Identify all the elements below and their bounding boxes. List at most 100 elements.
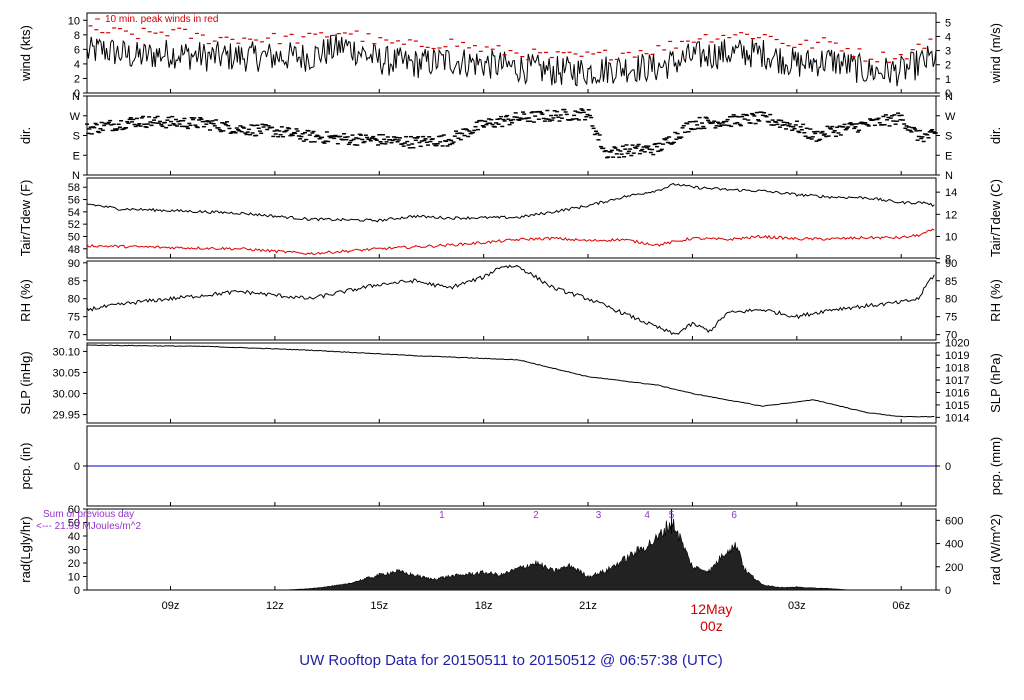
rh-ytick-label-left: 80 xyxy=(68,294,80,306)
rh-ytick-label-left: 85 xyxy=(68,276,80,288)
pcp-ylabel-left: pcp. (in) xyxy=(18,443,33,490)
rh-ytick-label-left: 70 xyxy=(68,330,80,342)
rad-ylabel-left: rad(Lgly/hr) xyxy=(18,516,33,582)
wind-ytick-label-right: 0 xyxy=(945,88,951,100)
temp-ytick-label-left: 58 xyxy=(68,182,80,194)
dir-ytick-label-right: S xyxy=(945,131,952,143)
figure-title: UW Rooftop Data for 20150511 to 20150512… xyxy=(299,652,723,669)
rad-ylabel-right: rad (W/m^2) xyxy=(988,514,1003,585)
time-tick-label: 06z xyxy=(892,600,910,612)
dir-ytick-label-left: N xyxy=(72,91,80,103)
radiation-marker: 1 xyxy=(439,510,445,521)
rh-ylabel-left: RH (%) xyxy=(18,279,33,322)
rh-ytick-label-right: 70 xyxy=(945,330,957,342)
wind-ytick-label-right: 3 xyxy=(945,46,951,58)
time-tick-label: 21z xyxy=(579,600,597,612)
radiation-marker: 6 xyxy=(731,510,737,521)
wind-ytick-label-left: 4 xyxy=(74,59,80,71)
rad-ytick-label-left: 30 xyxy=(68,545,80,557)
pcp-ytick-label-right: 0 xyxy=(945,461,951,473)
wind-ytick-label-right: 4 xyxy=(945,31,951,43)
radiation-marker: 4 xyxy=(644,510,650,521)
dir-ytick-label-left: W xyxy=(70,111,81,123)
rh-ytick-label-right: 80 xyxy=(945,294,957,306)
wind-ytick-label-right: 2 xyxy=(945,60,951,72)
rad-ytick-label-left: 40 xyxy=(68,531,80,543)
rh-ytick-label-right: 90 xyxy=(945,258,957,270)
time-tick-label: 12z xyxy=(266,600,284,612)
time-tick-label: 03z xyxy=(788,600,806,612)
slp-ytick-label-right: 1016 xyxy=(945,387,969,399)
dir-ytick-label-left: E xyxy=(73,150,80,162)
temp-ytick-label-left: 50 xyxy=(68,231,80,243)
rad-ytick-label-left: 0 xyxy=(74,585,80,597)
wind-speed-line xyxy=(86,33,937,87)
dir-ylabel-left: dir. xyxy=(18,127,33,144)
radiation-marker: 3 xyxy=(596,510,602,521)
rh-ytick-label-left: 90 xyxy=(68,258,80,270)
rh-ylabel-right: RH (%) xyxy=(988,279,1003,322)
rad-ytick-label-right: 600 xyxy=(945,515,963,527)
slp-ytick-label-left: 29.95 xyxy=(52,410,80,422)
temp-ytick-label-left: 48 xyxy=(68,244,80,256)
dir-ytick-label-right: N xyxy=(945,170,953,182)
rad-ytick-label-left: 10 xyxy=(68,572,80,584)
radiation-marker: 5 xyxy=(669,510,675,521)
rad-ytick-label-right: 200 xyxy=(945,562,963,574)
wind-ytick-label-right: 1 xyxy=(945,74,951,86)
wind-ytick-label-left: 8 xyxy=(74,30,80,42)
wind-ytick-label-left: 6 xyxy=(74,44,80,56)
temp-ylabel-left: Tair/Tdew (F) xyxy=(18,180,33,257)
slp-ylabel-right: SLP (hPa) xyxy=(988,353,1003,413)
temp-frame xyxy=(86,177,937,259)
dir-ytick-label-left: N xyxy=(72,170,80,182)
temp-ytick-label-right: 12 xyxy=(945,209,957,221)
air-temperature-line xyxy=(86,182,935,223)
dir-ylabel-right: dir. xyxy=(988,127,1003,144)
time-tick-label: 15z xyxy=(370,600,388,612)
radiation-note-line1: Sum of previous day xyxy=(43,509,134,520)
slp-ytick-label-right: 1015 xyxy=(945,400,969,412)
time-tick-label: 09z xyxy=(162,600,180,612)
wind-ytick-label-left: 2 xyxy=(74,73,80,85)
temp-ylabel-right: Tair/Tdew (C) xyxy=(988,179,1003,257)
dir-ytick-label-right: W xyxy=(945,111,956,123)
slp-ytick-label-left: 30.10 xyxy=(52,346,80,358)
pcp-ytick-label-left: 0 xyxy=(74,461,80,473)
temp-ytick-label-left: 56 xyxy=(68,195,80,207)
temp-ytick-label-left: 54 xyxy=(68,207,80,219)
peak-legend-text: 10 min. peak winds in red xyxy=(105,14,218,25)
rh-frame xyxy=(86,260,937,341)
rh-ytick-label-right: 75 xyxy=(945,312,957,324)
time-tick-label: 18z xyxy=(475,600,493,612)
dir-frame xyxy=(86,95,937,176)
slp-ytick-label-left: 30.05 xyxy=(52,367,80,379)
radiation-note-line2: <--- 21.93 MJoules/m^2 xyxy=(36,521,141,532)
rad-ytick-label-right: 0 xyxy=(945,585,951,597)
pcp-ylabel-right: pcp. (mm) xyxy=(988,437,1003,496)
slp-ytick-label-right: 1014 xyxy=(945,412,969,424)
temp-ytick-label-right: 10 xyxy=(945,231,957,243)
wind-ylabel-right: wind (m/s) xyxy=(988,23,1003,84)
radiation-area xyxy=(285,518,850,591)
rh-ytick-label-left: 75 xyxy=(68,312,80,324)
dir-ytick-label-left: S xyxy=(73,131,80,143)
panel-rh: RH (%) RH (%) 70 75 80 85 90 70 75 80 85 90 xyxy=(18,258,1003,342)
date-label-hour: 00z xyxy=(700,618,723,634)
wind-ytick-label-right: 5 xyxy=(945,17,951,29)
rad-ytick-label-right: 400 xyxy=(945,539,963,551)
dir-ytick-label-right: N xyxy=(945,91,953,103)
slp-ytick-label-right: 1019 xyxy=(945,350,969,362)
slp-ytick-label-right: 1018 xyxy=(945,363,969,375)
rh-ytick-label-right: 85 xyxy=(945,276,957,288)
slp-ytick-label-right: 1017 xyxy=(945,375,969,387)
dir-ytick-label-right: E xyxy=(945,150,952,162)
slp-ylabel-left: SLP (inHg) xyxy=(18,351,33,414)
wind-ytick-label-left: 10 xyxy=(68,15,80,27)
pressure-line xyxy=(86,344,935,418)
